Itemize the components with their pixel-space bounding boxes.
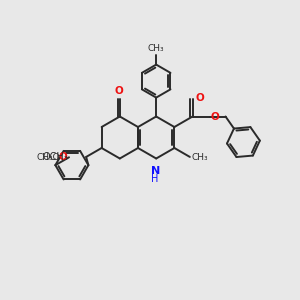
Text: N: N (151, 167, 160, 176)
Text: O: O (58, 152, 67, 162)
Text: O: O (211, 112, 220, 122)
Text: CH₃O: CH₃O (37, 153, 61, 162)
Text: CH₃: CH₃ (192, 153, 208, 162)
Text: CH₃: CH₃ (148, 44, 164, 52)
Text: H: H (152, 173, 159, 184)
Text: O: O (114, 86, 123, 96)
Text: OCH₃: OCH₃ (42, 152, 68, 162)
Text: O: O (196, 93, 204, 103)
